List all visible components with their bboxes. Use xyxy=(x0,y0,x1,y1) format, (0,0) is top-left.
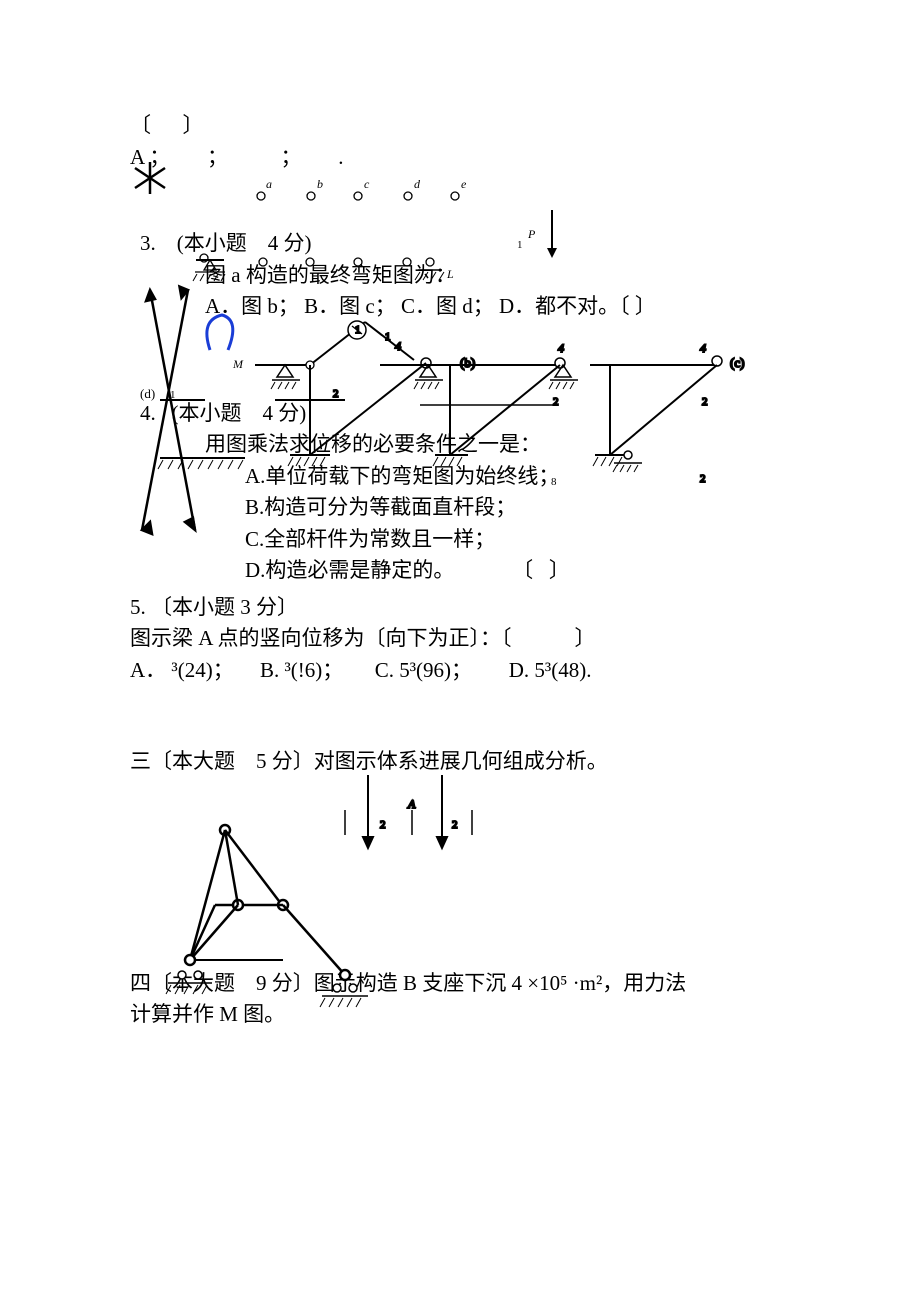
q5-diagram: 2 2 A xyxy=(345,775,472,848)
section-4: 四〔本大题 9 分〕图示构造 B 支座下沉 4 ×10⁵ ·m²，用力法 计算并… xyxy=(130,968,790,1031)
q4-B: B.构造可分为等截面直杆段； xyxy=(130,492,790,524)
q4-text: 用图乘法求位移的必要条件之一是： xyxy=(130,429,790,461)
q4-D: D.构造必需是静定的。 〔 〕 xyxy=(130,555,790,587)
section-4-line2: 计算并作 M 图。 xyxy=(130,999,790,1031)
q4-header: 4. (本小题 4 分) xyxy=(140,398,790,430)
q4-A: A.单位荷载下的弯矩图为始终线； xyxy=(130,461,790,493)
q-blank-choices: A ； ； ； . xyxy=(130,142,790,174)
q5-choices: A． ³(24)； B. ³(!6)； C. 5³(96)； D. 5³(48)… xyxy=(130,655,790,687)
q3-header: 3. (本小题 4 分) xyxy=(140,228,790,260)
q5-header: 5. 〔本小题 3 分〕 xyxy=(130,592,790,624)
q4-C: C.全部杆件为常数且一样； xyxy=(130,524,790,556)
section-4-line1: 四〔本大题 9 分〕图示构造 B 支座下沉 4 ×10⁵ ·m²，用力法 xyxy=(130,968,790,1000)
section-3-text: 三〔本大题 5 分〕对图示体系进展几何组成分析。 xyxy=(130,746,790,778)
svg-text:2: 2 xyxy=(380,819,386,831)
q3-choices: A．图 b； B．图 c； C．图 d； D．都不对。〔 〕 xyxy=(130,291,790,323)
q-blank-paren: 〔 〕 xyxy=(130,110,790,142)
q5-text: 图示梁 A 点的竖向位移为〔向下为正〕：〔 〕 xyxy=(130,623,790,655)
svg-text:A: A xyxy=(407,797,416,811)
svg-text:2: 2 xyxy=(452,819,458,831)
q3-text: 图 a 构造的最终弯矩图为： xyxy=(130,260,790,292)
